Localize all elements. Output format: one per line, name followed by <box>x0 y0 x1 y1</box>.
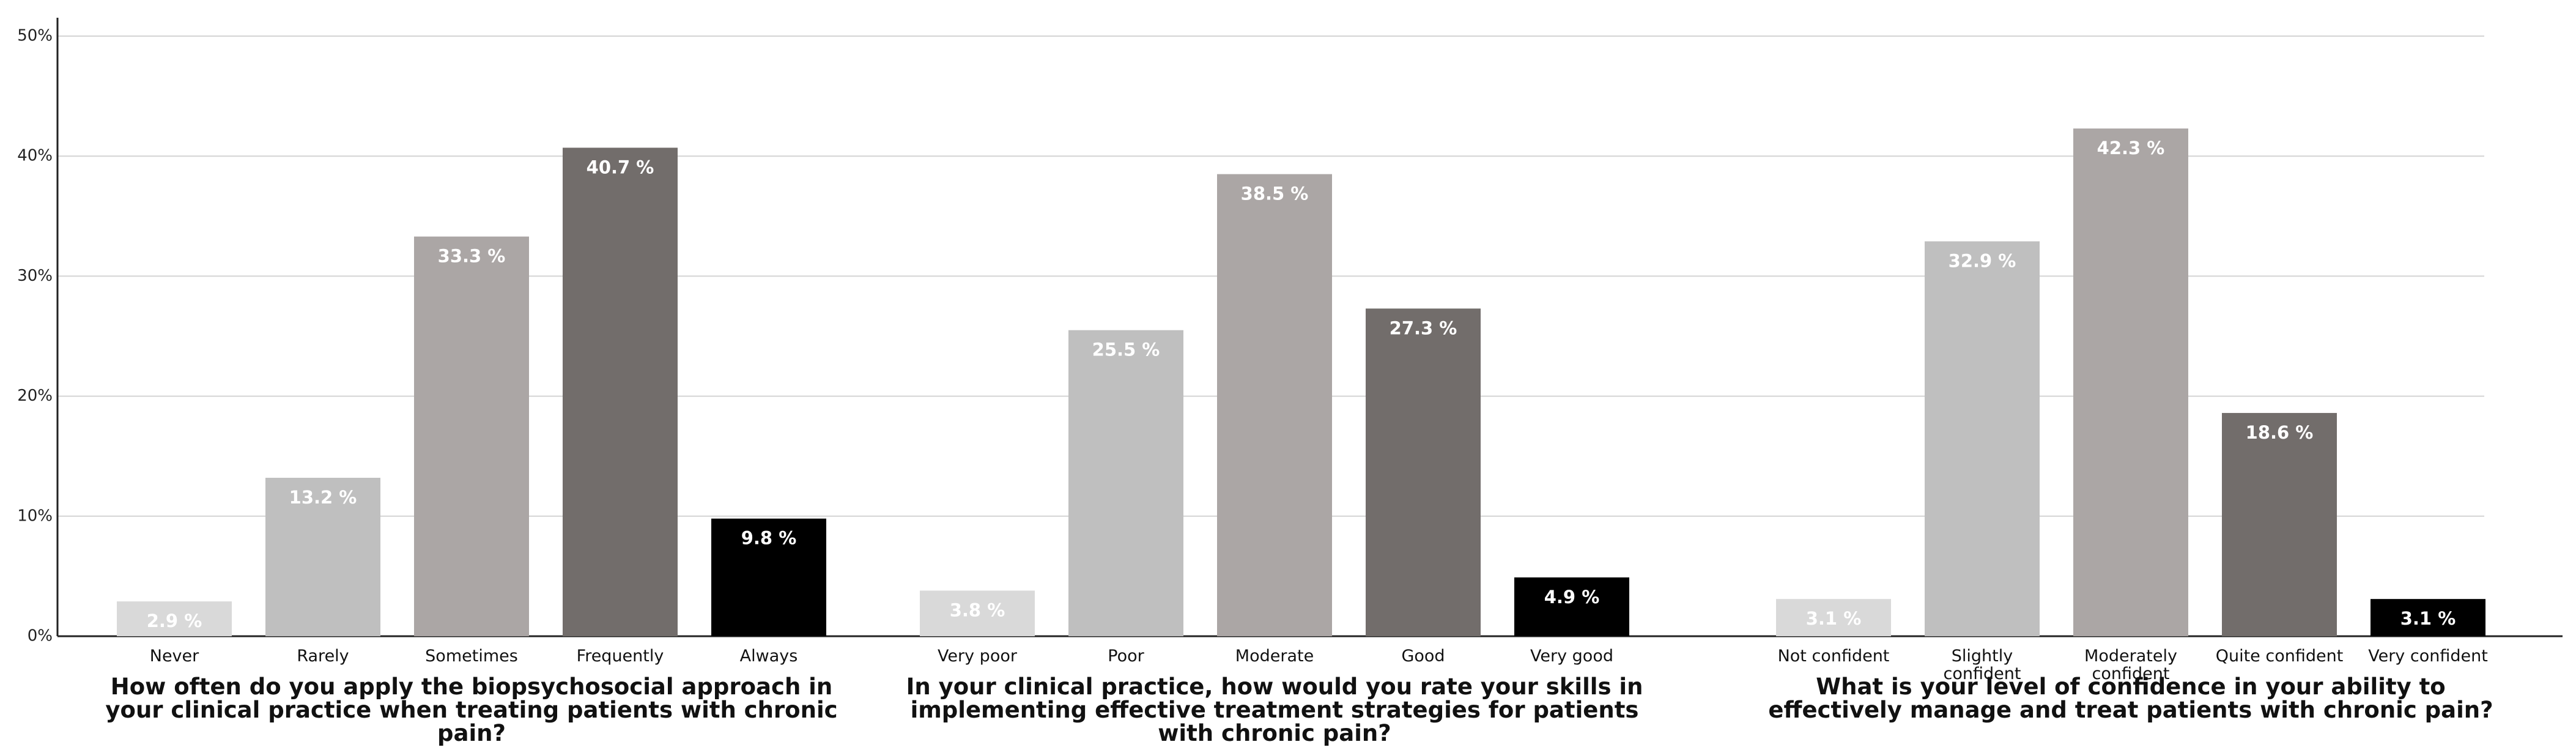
bar <box>265 478 380 636</box>
x-tick-label: Very confident <box>2368 647 2488 666</box>
y-tick-label: 50% <box>17 27 53 45</box>
x-tick-label: Poor <box>1108 647 1144 666</box>
x-tick-label: Very poor <box>938 647 1017 666</box>
x-tick-label: Always <box>739 647 798 666</box>
y-tick-label: 10% <box>17 507 53 525</box>
value-label: 25.5 % <box>1092 340 1160 360</box>
y-tick-label: 40% <box>17 147 53 165</box>
bar <box>1925 241 2040 636</box>
y-tick-label: 30% <box>17 267 53 285</box>
x-tick-label: Good <box>1401 647 1445 666</box>
bar <box>117 601 232 636</box>
value-label: 32.9 % <box>1949 251 2016 272</box>
bar <box>1776 599 1891 636</box>
x-tick-label: Moderately confident <box>2084 647 2177 683</box>
bar <box>711 518 826 636</box>
x-tick-label: Moderate <box>1235 647 1314 666</box>
value-label: 18.6 % <box>2246 422 2314 443</box>
bar <box>920 590 1035 636</box>
value-label: 42.3 % <box>2097 138 2165 158</box>
y-tick-label: 20% <box>17 387 53 405</box>
value-label: 40.7 % <box>587 157 654 177</box>
x-tick-label: Frequently <box>576 647 664 666</box>
value-label: 9.8 % <box>741 528 797 549</box>
value-label: 3.1 % <box>2400 608 2456 629</box>
value-label: 27.3 % <box>1390 317 1457 338</box>
bar <box>1366 308 1481 636</box>
value-label: 38.5 % <box>1241 184 1309 204</box>
bar <box>563 147 678 636</box>
value-label: 4.9 % <box>1544 587 1600 607</box>
value-label: 13.2 % <box>289 487 357 508</box>
group-title: In your clinical practice, how would you… <box>906 674 1643 746</box>
group-title: How often do you apply the biopsychosoci… <box>105 674 838 746</box>
value-label: 3.1 % <box>1806 608 1862 629</box>
x-tick-label: Not confident <box>1777 647 1890 666</box>
x-tick-label: Sometimes <box>425 647 518 666</box>
bar <box>1068 330 1183 636</box>
value-label: 2.9 % <box>147 611 202 631</box>
x-tick-label: Slightly confident <box>1943 647 2021 683</box>
x-tick-label: Rarely <box>297 647 349 666</box>
bar <box>1217 174 1332 636</box>
bar <box>2073 128 2188 637</box>
x-tick-label: Quite confident <box>2215 647 2344 666</box>
bar <box>2222 413 2337 636</box>
y-tick-label: 0% <box>28 627 53 645</box>
bar <box>1514 577 1629 636</box>
x-tick-label: Never <box>149 647 199 666</box>
value-label: 33.3 % <box>438 246 506 267</box>
bar <box>2371 599 2485 636</box>
bar <box>414 236 529 636</box>
value-label: 3.8 % <box>950 600 1005 620</box>
group-title: What is your level of confidence in your… <box>1768 674 2493 723</box>
x-tick-label: Very good <box>1530 647 1613 666</box>
